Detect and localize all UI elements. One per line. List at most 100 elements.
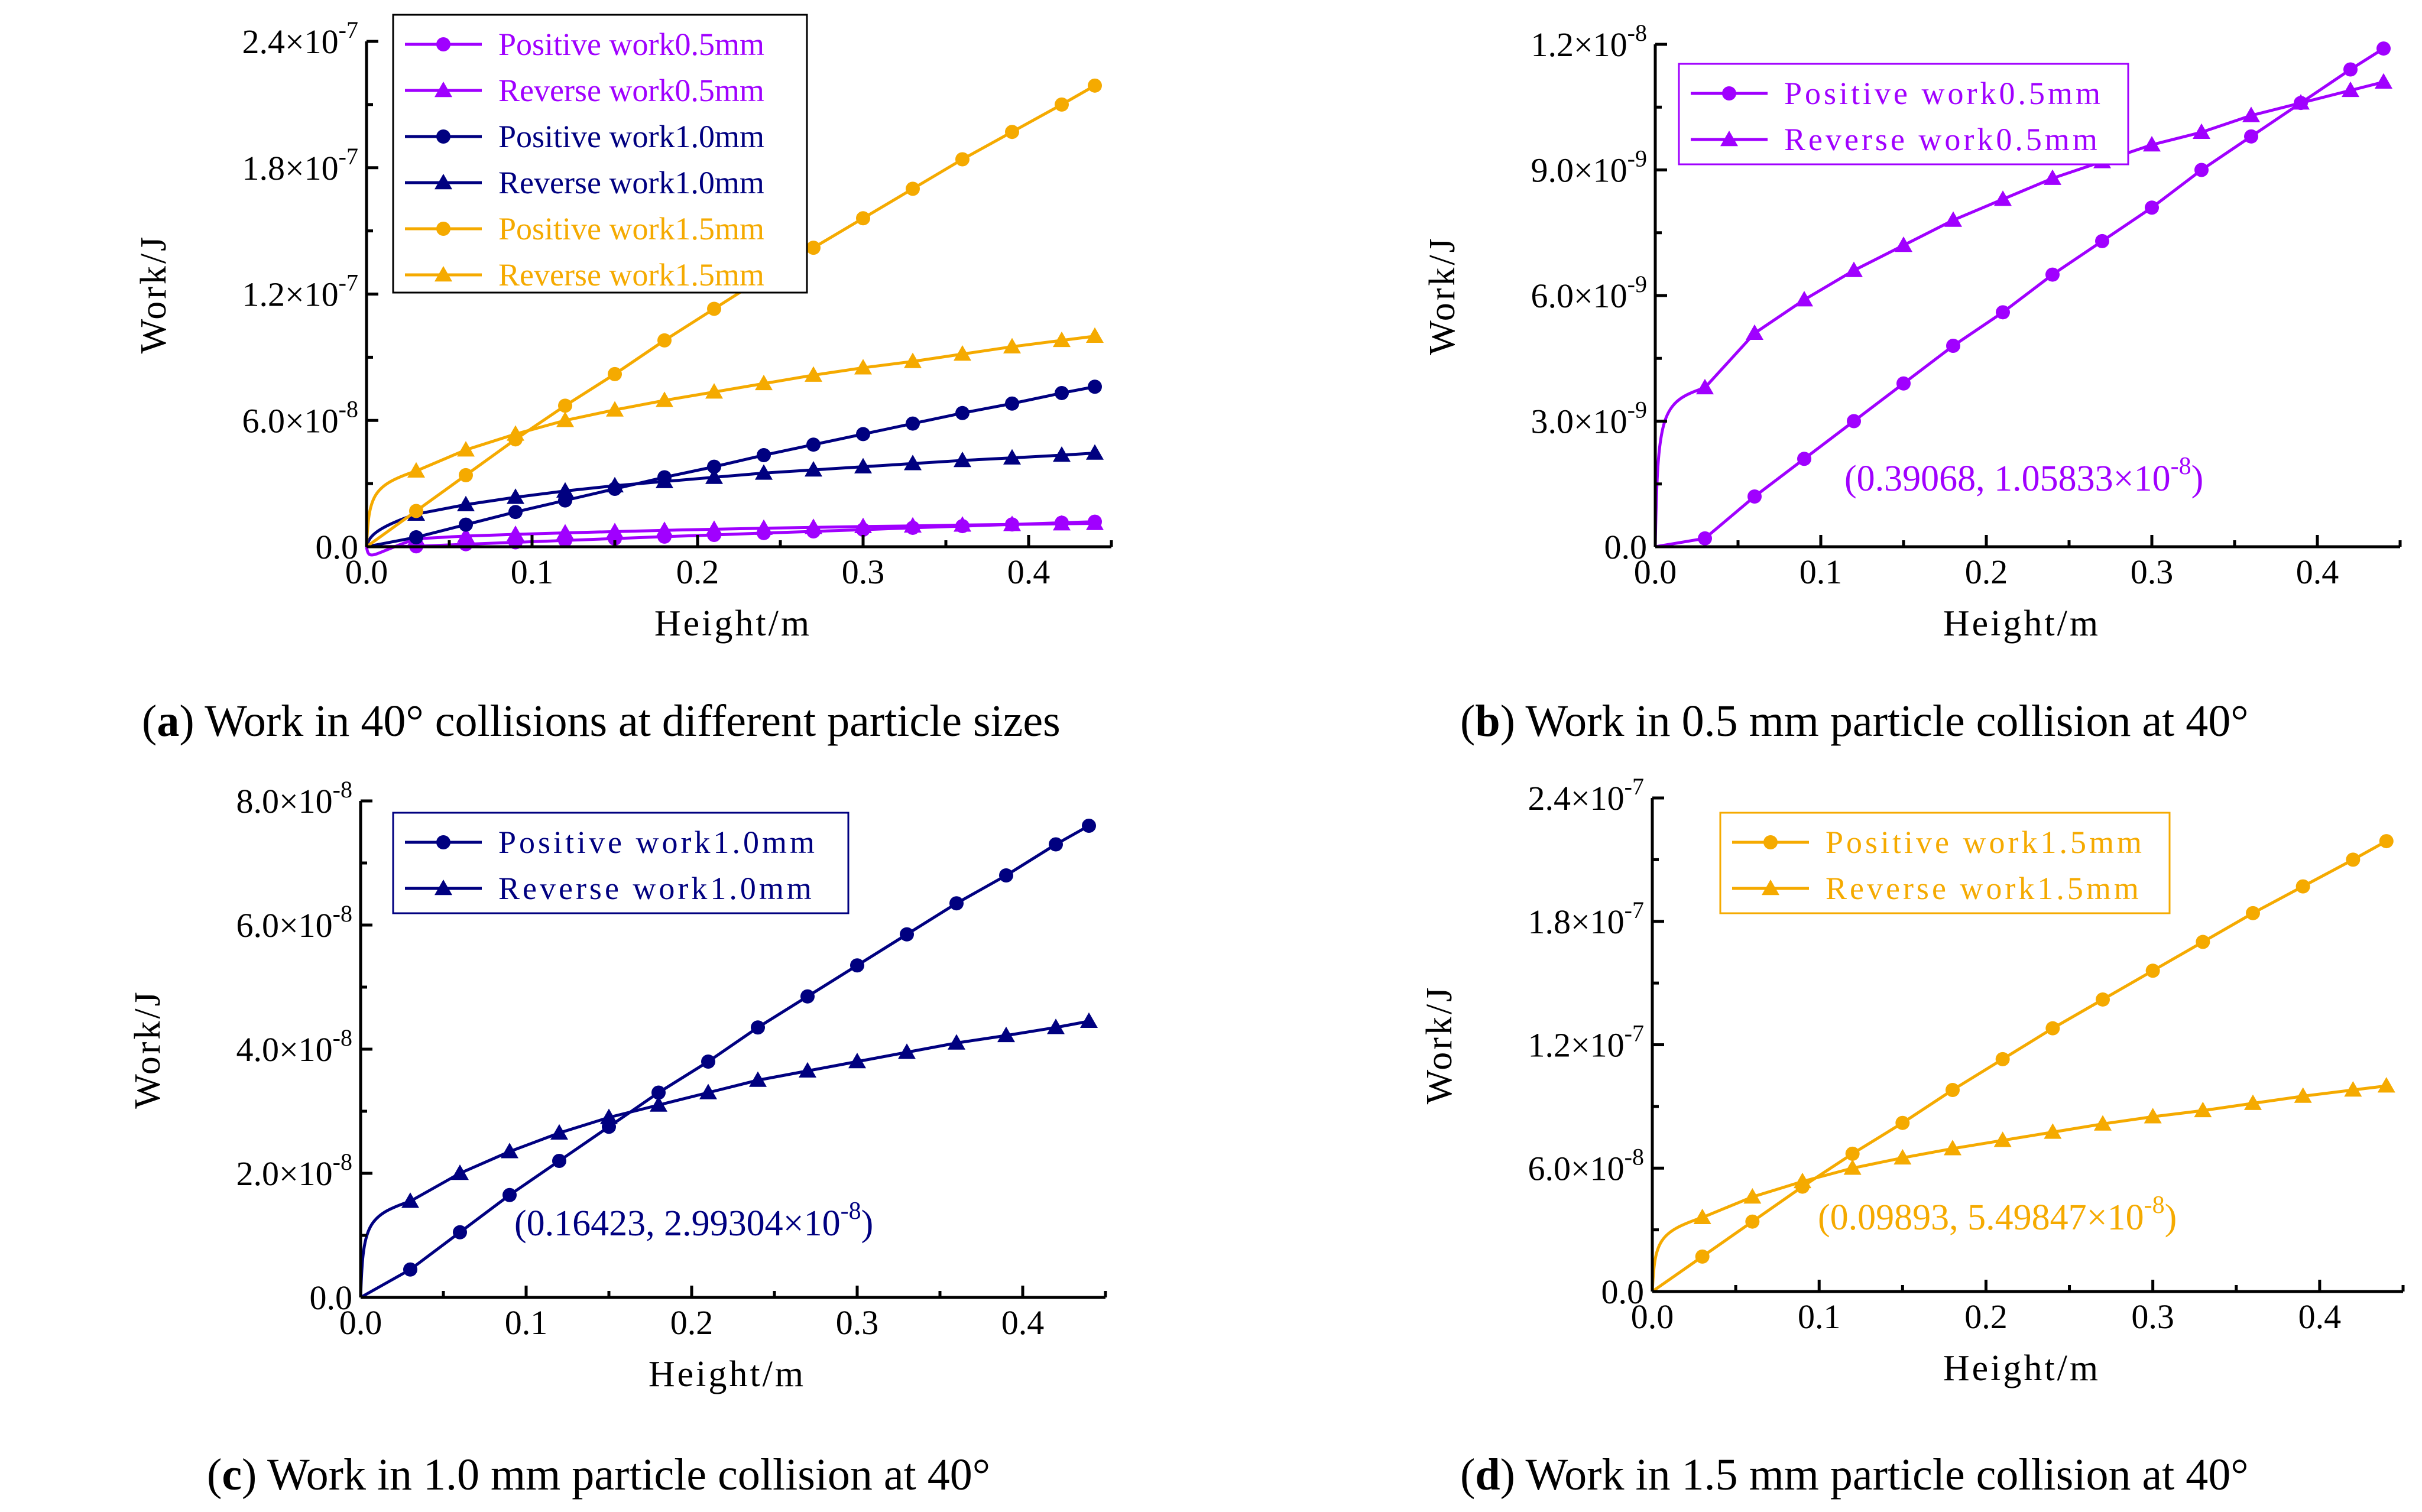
data-point: [1797, 452, 1811, 466]
data-point: [806, 241, 821, 255]
data-point: [2194, 1101, 2212, 1118]
x-tick-label: 0.4: [2298, 1297, 2342, 1336]
series-reverse-work1-0mm: [359, 1012, 1098, 1298]
data-point: [906, 181, 920, 196]
data-point: [955, 405, 970, 420]
data-point: [1745, 1214, 1760, 1229]
data-point: [999, 868, 1013, 882]
data-point: [1005, 125, 1019, 139]
data-point: [1896, 376, 1911, 391]
series-positive-work0-5mm: [1655, 41, 2391, 549]
data-point: [2096, 992, 2110, 1007]
annotation: (0.09893, 5.49847×10-8): [1818, 1192, 2177, 1238]
legend-label: Positive work1.0mm: [498, 825, 818, 860]
annotation: (0.39068, 1.05833×10-8): [1844, 453, 2203, 499]
annotation: (0.16423, 2.99304×10-8): [514, 1198, 873, 1244]
x-tick-label: 0.3: [2131, 553, 2174, 591]
legend-marker: [436, 835, 450, 849]
x-tick-label: 0.0: [1631, 1297, 1674, 1336]
y-tick-label: 4.0×10-8: [236, 1024, 352, 1069]
data-point: [854, 458, 872, 473]
x-tick-label: 0.2: [1965, 553, 2008, 591]
chart-panel-a: 0.0 0.1 0.2 0.3 0.4 0.0 6.0×10-8 1.2×10-7 1.8×10…: [134, 14, 1113, 746]
panel-caption: (c) Work in 1.0 mm particle collision at…: [207, 1450, 990, 1500]
y-tick-label: 3.0×10-9: [1531, 397, 1647, 441]
data-point: [501, 1143, 518, 1159]
legend-label: Positive work1.0mm: [498, 119, 764, 154]
data-point: [1053, 331, 1071, 348]
legend-marker: [1722, 86, 1736, 100]
x-tick-label: 0.0: [1634, 553, 1677, 591]
data-point: [651, 1085, 666, 1100]
legend-marker: [435, 82, 452, 98]
data-point: [997, 1026, 1015, 1043]
y-tick-label: 0.0: [316, 528, 359, 566]
data-point: [2244, 1094, 2262, 1110]
series-reverse-work1-0mm: [365, 444, 1104, 547]
data-point: [755, 374, 773, 391]
x-tick-label: 0.1: [505, 1303, 548, 1342]
legend-marker: [436, 129, 450, 144]
data-point: [757, 448, 771, 463]
data-point: [1080, 1012, 1098, 1028]
legend-box: [1678, 63, 2129, 166]
y-tick-label: 1.8×10-7: [1528, 897, 1644, 941]
data-point: [656, 521, 673, 537]
legend: Positive work1.0mm Reverse work1.0mm: [392, 812, 850, 914]
data-point: [1003, 515, 1021, 531]
data-point: [1082, 819, 1096, 833]
data-point: [552, 1154, 566, 1168]
data-point: [656, 391, 673, 407]
data-point: [707, 459, 721, 474]
data-point: [1055, 385, 1069, 400]
data-point: [954, 451, 971, 468]
data-point: [2294, 1087, 2312, 1103]
data-point: [1698, 531, 1712, 546]
y-tick-label: 1.2×10-7: [242, 270, 358, 314]
y-axis-label: Work/J: [128, 989, 168, 1109]
data-point: [2196, 935, 2210, 949]
data-point: [805, 518, 822, 534]
data-point: [751, 1020, 765, 1035]
legend-label: Reverse work1.0mm: [498, 871, 815, 906]
data-point: [2244, 129, 2258, 144]
series-line: [365, 451, 1095, 547]
legend-marker: [435, 266, 452, 282]
legend-label: Positive work1.5mm: [1826, 825, 2145, 860]
data-point: [1049, 837, 1063, 852]
data-point: [1895, 1115, 1910, 1130]
y-axis-label: Work/J: [1422, 236, 1463, 355]
data-point: [556, 524, 574, 540]
data-point: [1946, 339, 1960, 353]
legend-label: Reverse work1.0mm: [498, 165, 764, 200]
data-point: [898, 1043, 916, 1059]
data-point: [955, 152, 970, 167]
data-point: [2377, 1077, 2395, 1093]
data-point: [409, 530, 423, 544]
legend-marker: [436, 222, 450, 236]
series-line: [1655, 47, 2385, 549]
data-point: [457, 527, 475, 543]
data-point: [848, 1053, 866, 1069]
legend-label: Positive work1.5mm: [498, 211, 764, 246]
data-point: [1847, 414, 1861, 429]
data-point: [850, 958, 864, 973]
data-point: [1944, 1140, 1961, 1156]
data-point: [1893, 1148, 1912, 1165]
data-point: [705, 520, 723, 536]
panel-caption: (a) Work in 40° collisions at different …: [142, 696, 1061, 746]
data-point: [2045, 1021, 2060, 1036]
data-point: [904, 455, 922, 471]
y-tick-label: 8.0×10-8: [236, 776, 352, 820]
x-tick-label: 0.2: [676, 553, 719, 591]
data-point: [1086, 444, 1104, 460]
data-point: [656, 472, 673, 488]
data-point: [2044, 1123, 2062, 1139]
x-axis-label: Height/m: [654, 603, 812, 644]
y-tick-label: 6.0×10-8: [236, 900, 352, 945]
x-tick-label: 0.3: [2131, 1297, 2174, 1336]
legend: Positive work0.5mm Reverse work0.5mm Posit…: [392, 14, 808, 294]
data-point: [1795, 291, 1813, 307]
data-point: [2344, 1081, 2362, 1097]
data-point: [502, 1187, 517, 1202]
